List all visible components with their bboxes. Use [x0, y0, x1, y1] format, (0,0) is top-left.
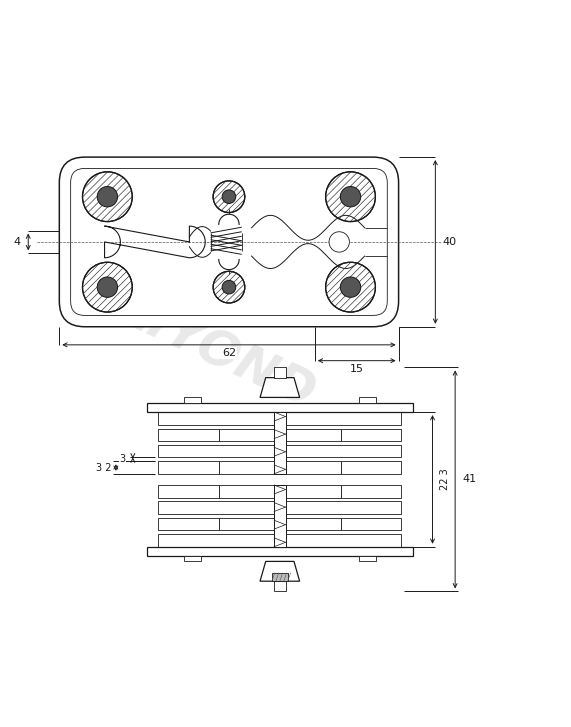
Bar: [274, 581, 286, 591]
Circle shape: [82, 262, 132, 312]
Bar: [274, 412, 286, 474]
Text: 22 3: 22 3: [440, 468, 450, 490]
Bar: [158, 428, 219, 441]
Bar: [219, 428, 341, 441]
Bar: [359, 398, 376, 403]
Bar: [341, 485, 401, 497]
Circle shape: [222, 281, 236, 294]
Circle shape: [97, 277, 118, 297]
Bar: [158, 534, 280, 547]
Bar: [158, 445, 280, 457]
Text: 3: 3: [119, 454, 126, 465]
Bar: [280, 502, 401, 514]
Text: 15: 15: [350, 364, 364, 374]
Bar: [158, 502, 280, 514]
Circle shape: [340, 187, 361, 207]
Bar: [184, 555, 200, 561]
Polygon shape: [260, 377, 300, 398]
Bar: [280, 412, 401, 425]
Bar: [158, 485, 219, 497]
Bar: [219, 485, 341, 497]
Bar: [219, 462, 341, 474]
Bar: [158, 462, 219, 474]
Bar: [341, 428, 401, 441]
Polygon shape: [104, 226, 205, 258]
Text: 62: 62: [222, 348, 236, 358]
Circle shape: [325, 262, 375, 312]
Circle shape: [213, 181, 245, 212]
Bar: [184, 398, 200, 403]
Bar: [280, 445, 401, 457]
Circle shape: [222, 190, 236, 204]
Bar: [219, 518, 341, 530]
Polygon shape: [260, 561, 300, 581]
Bar: [341, 518, 401, 530]
Circle shape: [82, 172, 132, 222]
Bar: [341, 462, 401, 474]
Circle shape: [329, 232, 349, 252]
Text: 40: 40: [443, 237, 457, 247]
Circle shape: [340, 277, 361, 297]
Bar: [274, 367, 286, 377]
Text: 3 2: 3 2: [96, 462, 111, 473]
Text: 4: 4: [13, 237, 21, 247]
Bar: [272, 573, 288, 581]
Text: LIYOND: LIYOND: [112, 286, 323, 419]
Bar: [158, 518, 219, 530]
Bar: [158, 412, 280, 425]
Bar: [359, 555, 376, 561]
Text: 41: 41: [462, 475, 476, 484]
Bar: [274, 485, 286, 547]
Circle shape: [325, 172, 375, 222]
FancyBboxPatch shape: [59, 157, 399, 326]
Bar: [147, 547, 413, 555]
Bar: [147, 403, 413, 412]
Bar: [280, 534, 401, 547]
Circle shape: [97, 187, 118, 207]
Circle shape: [213, 271, 245, 303]
